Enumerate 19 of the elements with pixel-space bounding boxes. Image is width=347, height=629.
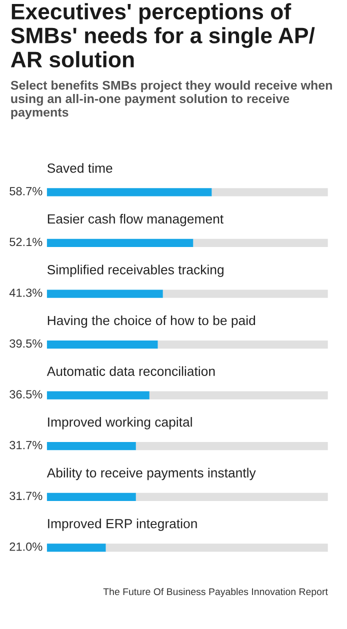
y-tick-label: Automatic data reconciliation — [46, 366, 215, 376]
y-tick-label: Improved working capital — [48, 417, 192, 430]
y-tick-label: Saved time — [47, 163, 112, 173]
data-label: 58.7% — [10, 187, 42, 196]
chart-subtitle: Select benefits SMBs project they would receive when using an all-in-one payment solution to receive payments — [10, 80, 332, 120]
data-label: 52.1% — [10, 238, 42, 246]
data-label: 36.5% — [10, 390, 42, 398]
data-label: 21.0% — [10, 542, 42, 551]
data-label: 31.7% — [10, 440, 42, 450]
y-tick-label: Ability to receive payments instantly — [46, 468, 256, 480]
chart-title: Executives' perceptions of SMBs' needs for a single AP/ AR solution — [10, 3, 315, 68]
y-tick-label: Easier cash flow management — [48, 214, 224, 226]
y-tick-label: Simplified receivables tracking — [47, 264, 224, 277]
y-tick-label: Improved ERP integration — [48, 518, 197, 531]
data-label: 31.7% — [10, 492, 42, 500]
y-tick-label: Having the choice of how to be paid — [48, 315, 256, 328]
data-label: 39.5% — [10, 339, 42, 348]
text: The Future Of Business Payables Innovation Report — [103, 588, 328, 598]
data-label: 41.3% — [9, 288, 42, 297]
